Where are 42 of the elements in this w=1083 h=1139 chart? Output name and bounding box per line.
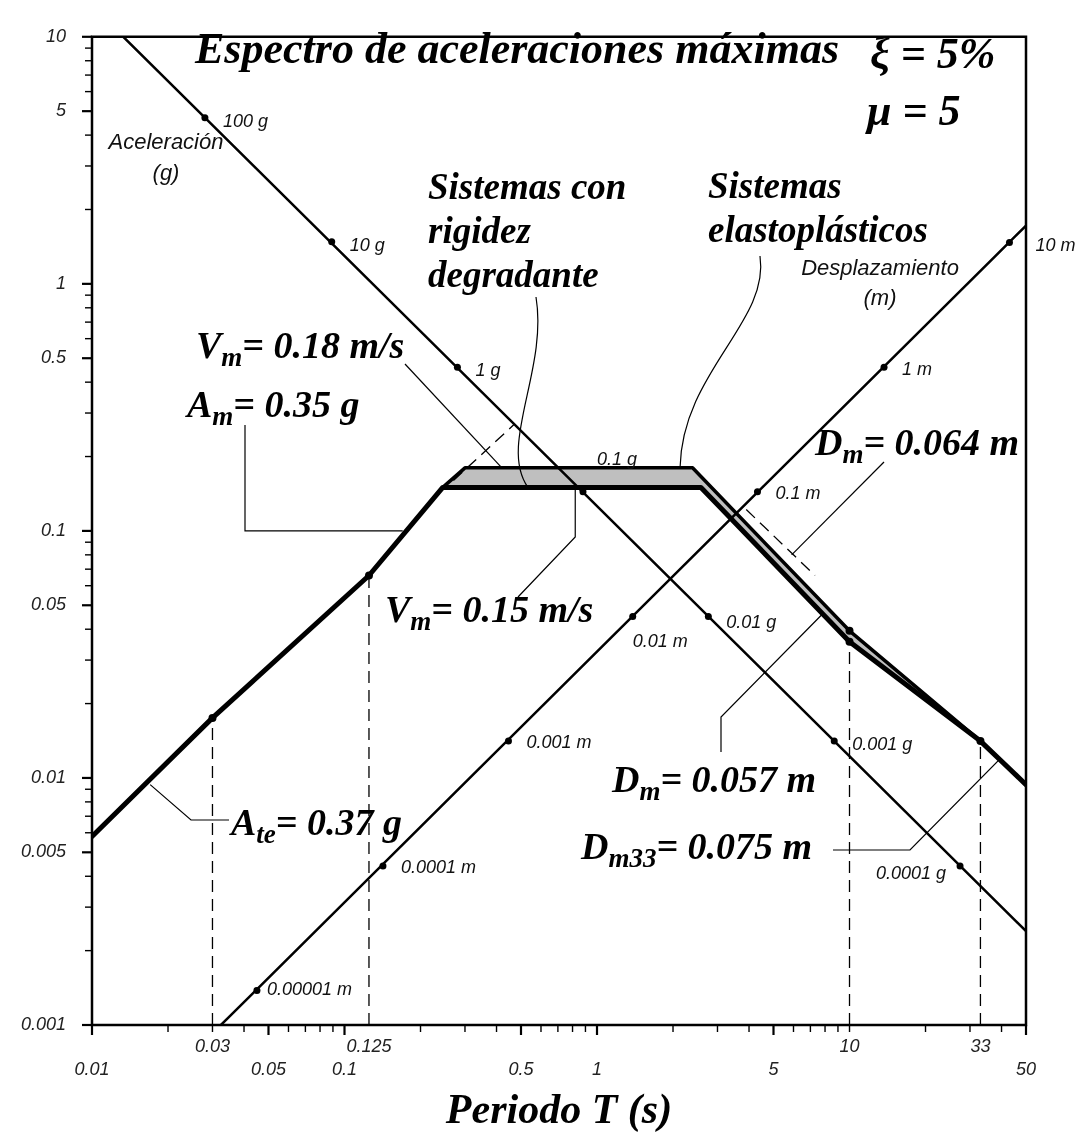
- x-tick-label: 50: [1015, 1058, 1037, 1079]
- annotation: 0.1 m: [775, 482, 821, 503]
- annotation: Desplazamiento (m): [801, 255, 959, 311]
- annotation: 0.01 g: [726, 611, 777, 632]
- annotation: 0.03: [194, 1036, 230, 1056]
- y-tick-label: 0.01: [30, 766, 66, 787]
- annotation: Aceleración (g): [106, 129, 224, 186]
- y-tick-label: 10: [45, 25, 66, 46]
- x-axis-title: Periodo T (s): [444, 1085, 673, 1133]
- annotation: 0.001 m: [526, 732, 592, 753]
- text: Sistemas con rigidez degradante: [428, 165, 627, 295]
- annotation: 0.0001 g: [875, 863, 947, 884]
- annotation: 100 g: [222, 110, 268, 131]
- x-tick-label: 5: [768, 1058, 780, 1079]
- annotation: 10 g: [349, 234, 385, 255]
- y-tick-label: 0.05: [30, 594, 67, 615]
- annotation: 1 m: [902, 359, 933, 380]
- x-tick-label: 0.05: [250, 1058, 287, 1079]
- annotation: μ = 5: [865, 86, 961, 136]
- y-tick-label: 0.005: [20, 841, 67, 862]
- annotation: 33: [970, 1036, 991, 1056]
- chart-title: Espectro de aceleraciones máximas: [194, 24, 840, 74]
- y-tick-label: 0.5: [40, 347, 67, 368]
- annotation: 0.01 m: [632, 630, 688, 651]
- y-tick-label: 1: [55, 272, 66, 293]
- x-tick-label: 0.5: [508, 1058, 535, 1079]
- annotation: 1 g: [475, 360, 501, 381]
- annotation: 10: [839, 1036, 860, 1056]
- annotation: 0.0001 m: [400, 857, 477, 878]
- annotation: 0.001 g: [852, 734, 913, 755]
- annotation: 0.00001 m: [266, 979, 352, 1000]
- text: Sistemas elastoplásticos: [708, 164, 928, 250]
- annotation: 0.125: [346, 1036, 393, 1056]
- y-tick-label: 5: [55, 100, 67, 121]
- y-tick-label: 0.1: [40, 519, 66, 540]
- y-tick-label: 0.001: [20, 1014, 66, 1034]
- annotation: 10 m: [1035, 234, 1076, 255]
- annotation: ξ = 5%: [870, 29, 996, 79]
- x-tick-label: 1: [592, 1058, 603, 1079]
- annotation: 0.1 g: [596, 448, 638, 469]
- x-tick-label: 0.01: [74, 1058, 110, 1079]
- x-tick-label: 0.1: [331, 1058, 358, 1079]
